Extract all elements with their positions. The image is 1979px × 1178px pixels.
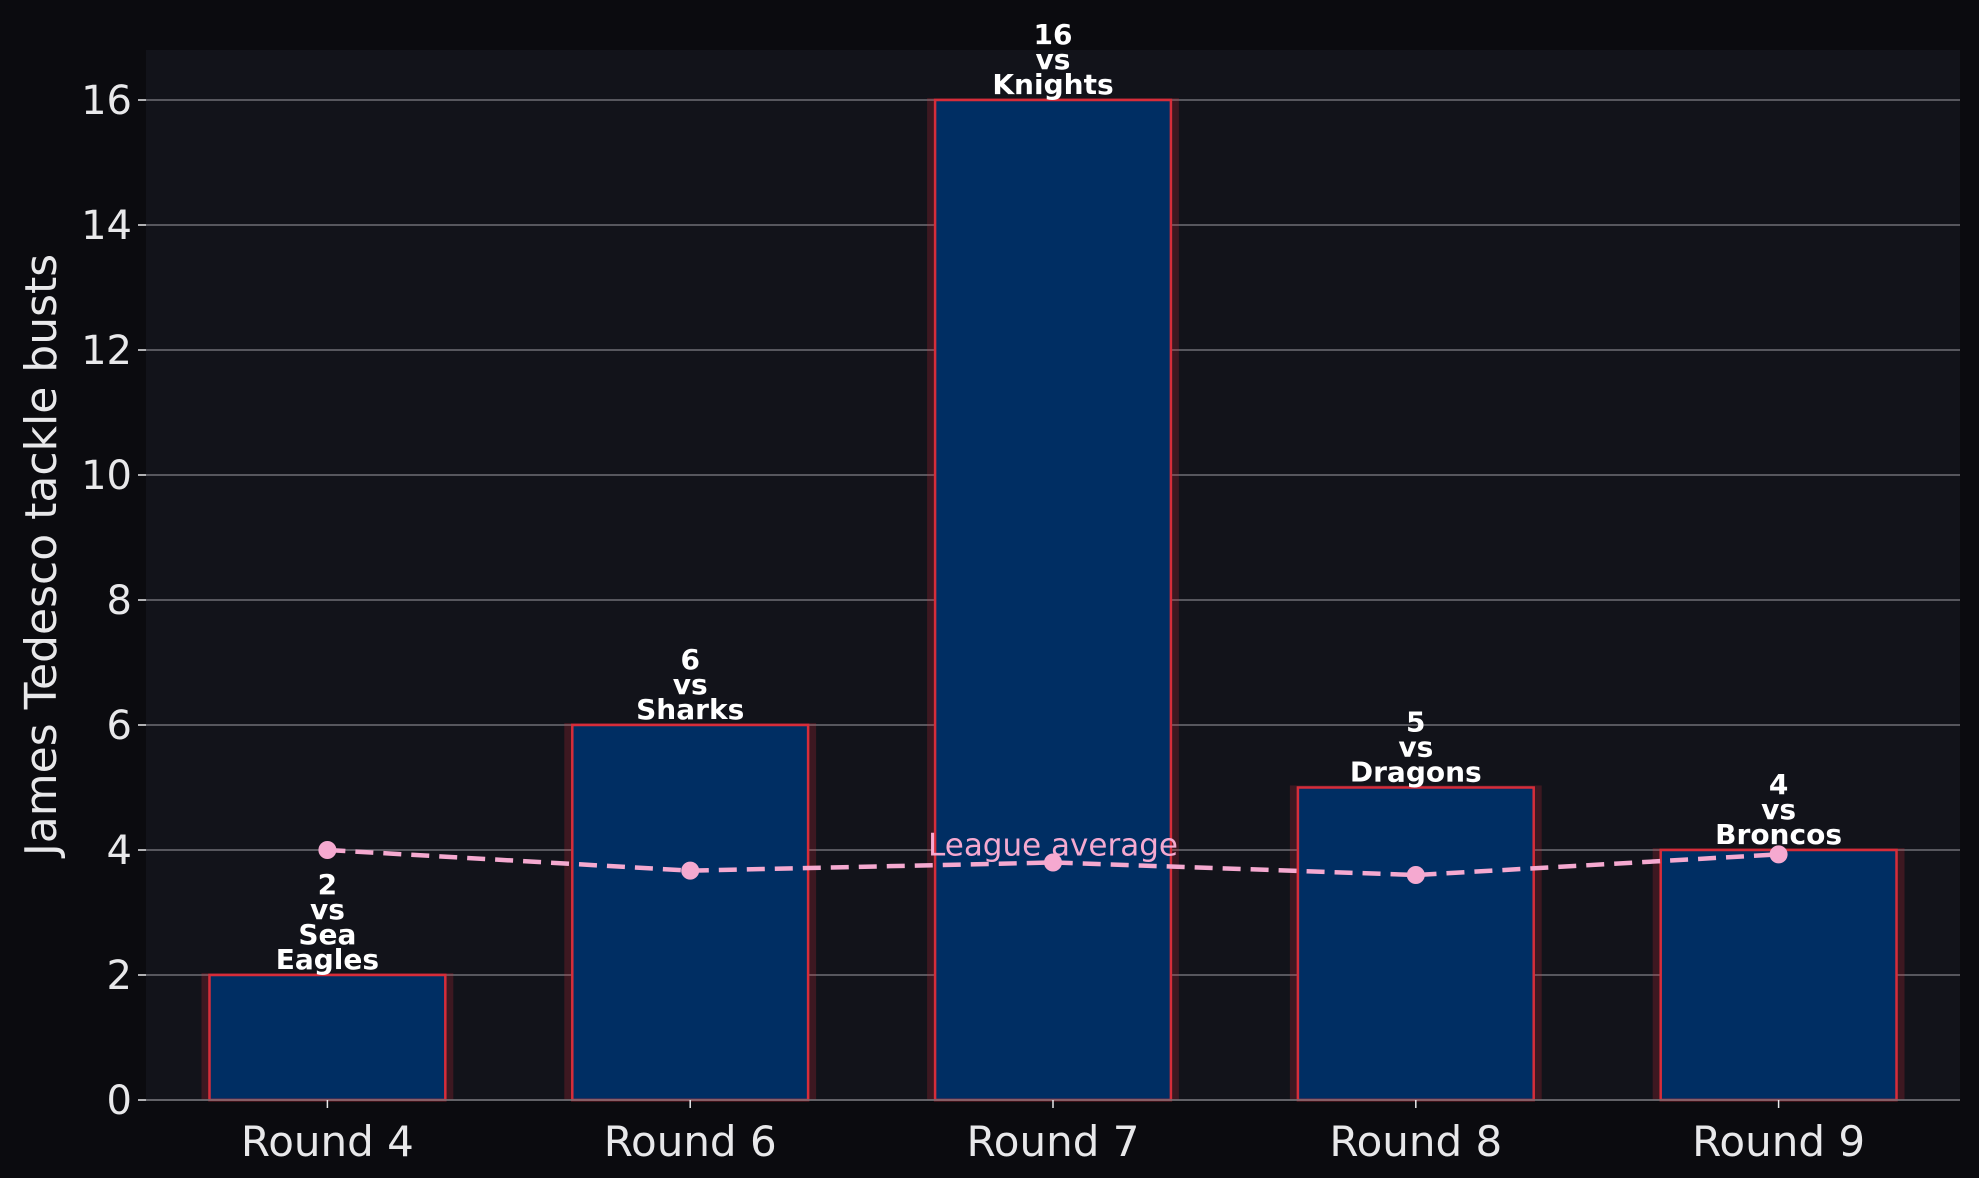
x-tick-label: Round 8	[1329, 1117, 1502, 1166]
average-point	[1044, 853, 1062, 872]
bar-label: 16 vs Knights	[992, 18, 1113, 101]
average-point	[1769, 845, 1788, 864]
average-line-path	[327, 847, 1779, 878]
bar	[1659, 848, 1898, 1102]
axes: 0 2 4 6 8 10 12 14 16 Round 4 Round 6 Round 7 Round …	[81, 78, 1960, 1166]
bars	[201, 98, 1905, 1102]
y-tick-label: 14	[81, 203, 132, 249]
average-point	[1406, 866, 1425, 884]
y-tick-label: 12	[81, 328, 132, 374]
bar-label: 5 vs Dragons	[1350, 706, 1482, 789]
bar	[571, 723, 810, 1102]
bar-label: 6 vs Sharks	[636, 643, 744, 726]
y-tick-label: 6	[107, 703, 132, 749]
bar-label: 2 vs Sea Eagles	[276, 868, 379, 976]
y-tick-label: 16	[81, 78, 132, 124]
x-tick-label: Round 6	[604, 1117, 777, 1166]
y-tick-label: 10	[81, 453, 132, 499]
bar	[1296, 786, 1535, 1102]
bar	[208, 973, 447, 1102]
average-point	[681, 861, 700, 880]
y-tick-label: 0	[107, 1078, 132, 1124]
bar-labels: 2 vs Sea Eagles 6 vs Sharks 16 vs Knights 5 vs Drago…	[276, 18, 1842, 976]
x-tick-label: Round 7	[967, 1117, 1140, 1166]
average-point	[318, 841, 337, 859]
average-line-label: League average	[928, 828, 1178, 864]
x-tick-label: Round 4	[241, 1117, 414, 1166]
y-tick-label: 2	[107, 953, 132, 999]
league-average-line: League average	[318, 828, 1788, 884]
bar	[933, 98, 1173, 1102]
x-tick-label: Round 9	[1692, 1117, 1865, 1166]
y-tick-label: 8	[107, 578, 132, 624]
y-tick-label: 4	[107, 828, 132, 874]
bar-label: 4 vs Broncos	[1715, 768, 1842, 851]
y-axis-label: James Tedesco tackle busts	[16, 254, 67, 859]
